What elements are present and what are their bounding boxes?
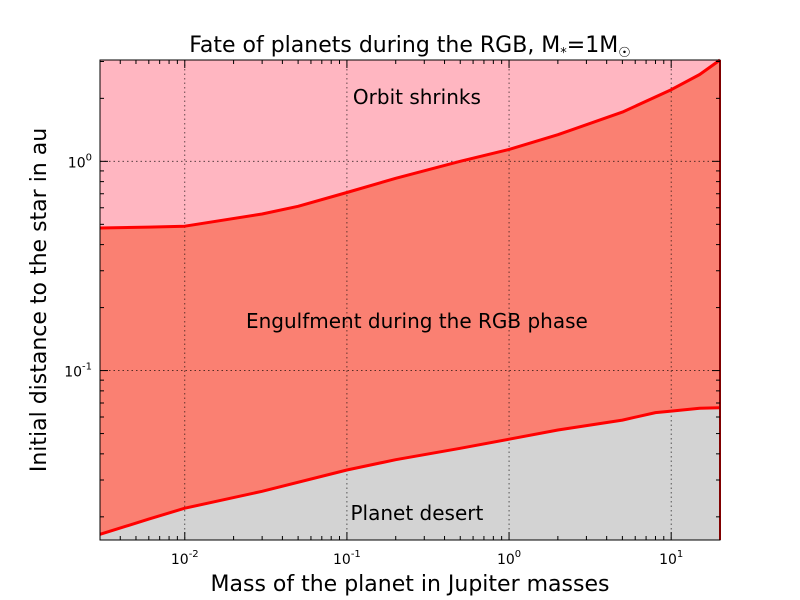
lower-boundary-line <box>99 406 721 536</box>
region-orbit-shrinks <box>100 60 720 228</box>
upper-boundary-line <box>99 58 721 230</box>
region-label-2: Planet desert <box>350 501 483 525</box>
x-tick-label: 10-1 <box>333 549 361 568</box>
plot-frame <box>99 59 721 541</box>
y-tick-label: 10-1 <box>64 362 92 381</box>
region-label-1: Engulfment during the RGB phase <box>246 309 588 333</box>
axis-ticks: 10-2 10-1 100 101 10-1 100 <box>64 60 720 568</box>
region-labels: Orbit shrinks Engulfment during the RGB p… <box>246 85 588 525</box>
region-fills <box>100 60 720 540</box>
x-tick-label: 101 <box>659 549 683 568</box>
region-engulfment <box>100 60 720 535</box>
x-axis-label: Mass of the planet in Jupiter masses <box>211 572 610 597</box>
region-planet-desert <box>100 407 720 540</box>
y-axis-label: Initial distance to the star in au <box>27 128 52 472</box>
y-tick-label: 100 <box>68 152 92 171</box>
x-tick-label: 100 <box>497 549 521 568</box>
chart-title: Fate of planets during the RGB, M*=1M☉ <box>189 33 631 61</box>
region-label-0: Orbit shrinks <box>353 85 481 109</box>
grid-lines <box>100 60 720 540</box>
x-tick-label: 10-2 <box>171 549 199 568</box>
